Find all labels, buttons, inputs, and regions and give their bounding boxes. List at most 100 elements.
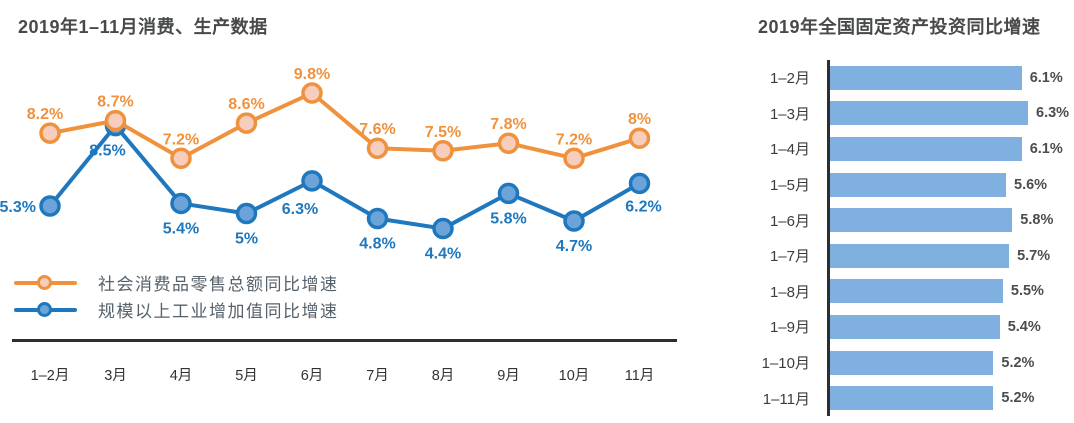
data-point — [170, 192, 192, 215]
legend-dot-blue — [37, 302, 52, 317]
bar-track: 6.1% — [827, 131, 1070, 167]
x-axis-label: 7月 — [366, 368, 389, 384]
bar — [830, 243, 1010, 268]
data-label: 5.8% — [490, 210, 526, 227]
line-series-0 — [39, 82, 651, 170]
data-point — [432, 217, 454, 240]
bar — [830, 65, 1022, 90]
data-label: 8.5% — [89, 143, 125, 160]
x-axis-label: 1–2月 — [30, 368, 70, 384]
data-label: 7.2% — [556, 131, 592, 148]
bar-chart: 1–2月 6.1% 1–3月 6.3% 1–4月 6.1% 1–5月 5.6% 1–6月 5.8%… — [745, 60, 1070, 416]
bar — [830, 136, 1022, 161]
bar-value-label: 5.5% — [1010, 283, 1044, 300]
x-axis-label: 5月 — [235, 368, 258, 384]
x-axis-labels: 1–2月 3月 4月 5月 6月 7月 8月 9月 10月 11月 — [0, 364, 700, 384]
x-axis-label: 10月 — [558, 368, 590, 384]
bar-value-label: 6.1% — [1029, 140, 1063, 157]
data-point — [104, 109, 127, 132]
bar-category-label: 1–5月 — [769, 177, 810, 195]
bar-track: 5.5% — [827, 273, 1070, 310]
data-label: 4.4% — [425, 246, 461, 263]
bar — [830, 101, 1028, 126]
bar-category-label: 1–3月 — [769, 105, 810, 123]
bar-value-label: 5.2% — [1001, 354, 1035, 371]
bar-row: 1–7月 5.7% — [745, 237, 1070, 274]
data-point — [366, 207, 389, 230]
data-point — [170, 147, 192, 170]
data-label: 8.7% — [97, 94, 133, 111]
bar-row: 1–9月 5.4% — [745, 309, 1070, 345]
bar-category-label: 1–4月 — [769, 141, 810, 159]
bar-track: 6.3% — [827, 95, 1070, 132]
x-axis-label: 4月 — [169, 368, 193, 384]
bar-track: 6.1% — [827, 60, 1070, 96]
orange-line-marker-icon — [14, 274, 77, 291]
bar-category-label: 1–6月 — [769, 212, 810, 230]
x-axis-label: 11月 — [624, 368, 655, 384]
data-label: 6.3% — [282, 201, 318, 218]
data-point — [563, 147, 585, 170]
bar-value-label: 5.7% — [1017, 247, 1051, 264]
data-label: 8% — [628, 111, 651, 128]
data-point — [497, 182, 520, 205]
x-axis-label: 8月 — [431, 368, 455, 384]
data-label: 4.7% — [556, 238, 592, 255]
bar-value-label: 5.2% — [1001, 390, 1035, 407]
legend-item-industry: 规模以上工业增加值同比增速 — [14, 299, 339, 321]
bar-category-label: 1–2月 — [769, 70, 810, 88]
x-axis-label: 6月 — [300, 368, 324, 384]
legend-label-industry: 规模以上工业增加值同比增速 — [98, 302, 339, 321]
legend: 社会消费品零售总额同比增速 规模以上工业增加值同比增速 — [14, 272, 339, 326]
bar-category-label: 1–7月 — [769, 248, 810, 266]
data-point — [563, 210, 585, 232]
bar-row: 1–4月 6.1% — [745, 131, 1070, 167]
x-axis-label: 9月 — [497, 368, 520, 384]
data-point — [628, 127, 651, 149]
bar-row: 1–10月 5.2% — [745, 344, 1070, 381]
bar-track: 5.8% — [827, 202, 1070, 238]
data-point — [497, 132, 520, 154]
legend-label-retail: 社会消费品零售总额同比增速 — [98, 275, 339, 294]
bar — [830, 172, 1006, 197]
bar-row: 1–2月 6.1% — [745, 60, 1070, 96]
data-label: 5.4% — [163, 220, 199, 237]
bar-track: 5.4% — [827, 309, 1070, 345]
legend-dot-orange — [37, 275, 52, 290]
data-label: 9.8% — [294, 66, 330, 83]
bar — [830, 279, 1003, 304]
data-point — [432, 140, 454, 162]
bar-chart-title: 2019年全国固定资产投资同比增速 — [758, 17, 1041, 37]
bar-value-label: 5.6% — [1014, 176, 1048, 193]
line-chart: 8.2% 8.7% 7.2% 8.6% 9.8% 7.6% 7.5% 7.8% 7.2% 8% 5.… — [0, 66, 662, 263]
bar-row: 1–5月 5.6% — [745, 166, 1070, 203]
data-label: 5.3% — [0, 199, 36, 216]
x-axis-label: 3月 — [104, 368, 127, 384]
data-label: 7.6% — [359, 121, 395, 138]
blue-line-marker-icon — [14, 301, 77, 318]
data-label: 7.8% — [490, 116, 526, 133]
data-label: 7.5% — [425, 124, 461, 141]
bar-track: 5.7% — [827, 237, 1070, 274]
bar-category-label: 1–8月 — [769, 283, 810, 301]
bar-category-label: 1–11月 — [762, 390, 810, 408]
bar-row: 1–11月 5.2% — [745, 380, 1070, 416]
data-label: 8.2% — [27, 106, 63, 123]
x-axis-line — [12, 339, 677, 342]
data-label: 6.2% — [625, 198, 661, 215]
bar-track: 5.2% — [827, 380, 1070, 416]
bar-row: 1–8月 5.5% — [745, 273, 1070, 310]
bar — [830, 386, 994, 411]
line-chart-title: 2019年1–11月消费、生产数据 — [18, 17, 268, 37]
bar — [830, 314, 1000, 339]
bar-track: 5.6% — [827, 166, 1070, 203]
bar-row: 1–6月 5.8% — [745, 202, 1070, 238]
data-label: 8.6% — [228, 96, 264, 113]
bar — [830, 208, 1013, 233]
bar-track: 5.2% — [827, 344, 1070, 381]
data-label: 4.8% — [359, 236, 395, 253]
data-point — [235, 202, 258, 225]
bar-row: 1–3月 6.3% — [745, 95, 1070, 132]
data-label: 5% — [235, 231, 258, 248]
